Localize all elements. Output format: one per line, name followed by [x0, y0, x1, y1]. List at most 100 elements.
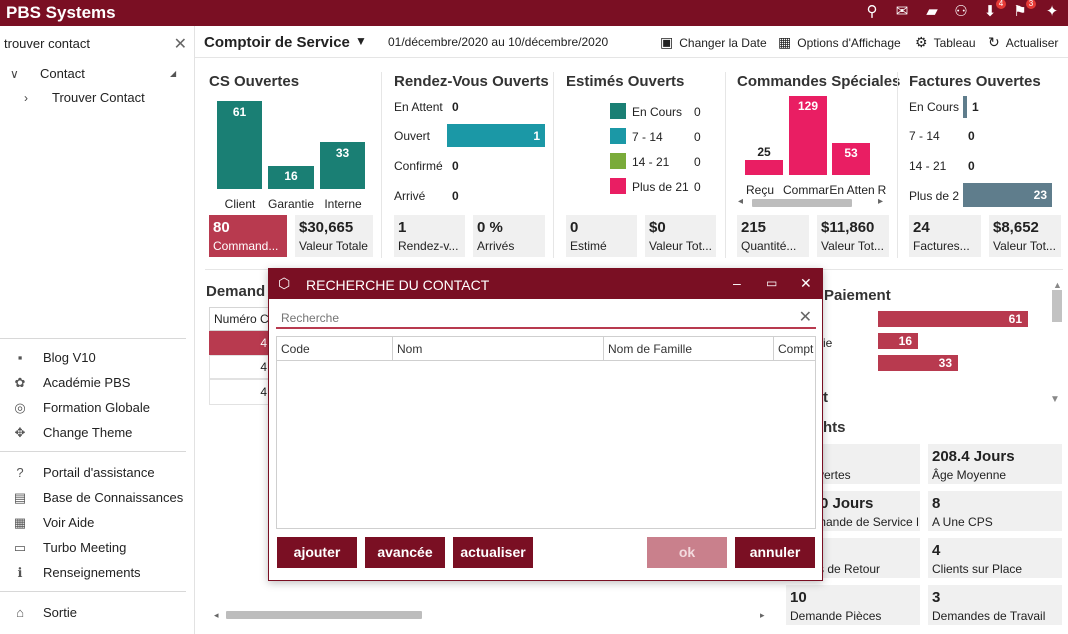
fact-bar-plus-de-21[interactable]: 23 [963, 183, 1052, 207]
stat-tile[interactable]: 4 Clients sur Place [928, 538, 1062, 578]
table-scrollbar[interactable] [226, 611, 422, 619]
tile-rendez-vous[interactable]: 1 Rendez-v... [394, 215, 465, 257]
refresh-button[interactable]: ↻ Actualiser [988, 34, 1058, 51]
menu-sortie[interactable]: ⌂ Sortie [0, 602, 195, 624]
scroll-left-arrow[interactable]: ◂ [738, 196, 744, 207]
page-scrollbar[interactable] [1052, 290, 1062, 322]
cube-icon: ⬡ [278, 275, 291, 291]
tree-item-trouver-contact[interactable]: › Trouver Contact [0, 87, 195, 109]
tree-item-contact[interactable]: ∨ Contact ◢ [0, 63, 195, 85]
exit-icon: ⌂ [16, 605, 24, 620]
inbox-icon[interactable]: ⬇ 4 [980, 0, 1006, 22]
paiement-bar[interactable]: 16 [878, 333, 918, 349]
tile-valeur-factures[interactable]: $8,652 Valeur Tot... [989, 215, 1061, 257]
contact-search-input[interactable] [281, 309, 781, 327]
tile-value: 208.4 Jours [932, 448, 1015, 465]
sidebar-search-input[interactable] [4, 32, 164, 54]
scroll-left-arrow[interactable]: ◂ [214, 610, 219, 620]
menu-academie-pbs[interactable]: ✿ Académie PBS [0, 372, 195, 394]
table-row[interactable]: 4 [209, 331, 269, 355]
clear-search-icon[interactable]: ✕ [798, 309, 812, 326]
tile-quantite[interactable]: 215 Quantité... [737, 215, 809, 257]
clear-search-icon[interactable]: ✕ [173, 36, 187, 53]
tile-valeur-totale[interactable]: $30,665 Valeur Totale [295, 215, 373, 257]
menu-base-connaissances[interactable]: ▤ Base de Connaissances [0, 487, 195, 509]
tile-valeur-speciales[interactable]: $11,860 Valeur Tot... [817, 215, 889, 257]
display-options-button[interactable]: ▦ Options d'Affichage [778, 34, 901, 51]
add-button[interactable]: ajouter [277, 537, 357, 568]
page-title[interactable]: Comptoir de Service [204, 34, 350, 51]
change-date-button[interactable]: ▣ Changer la Date [660, 34, 767, 51]
maximize-icon[interactable]: ▭ [766, 276, 778, 290]
menu-renseignements[interactable]: ℹ Renseignements [0, 562, 195, 584]
search-icon[interactable]: ⚲ [866, 3, 878, 20]
caret-down-icon[interactable]: ▼ [355, 34, 367, 48]
change-date-label: Changer la Date [679, 36, 767, 50]
tile-value: $8,652 [993, 219, 1039, 236]
tile-factures[interactable]: 24 Factures... [909, 215, 981, 257]
factures-title[interactable]: Factures Ouvertes [909, 73, 1041, 90]
table-row[interactable]: 4 [209, 379, 269, 405]
stat-tile[interactable]: 208.4 Jours Âge Moyenne [928, 444, 1062, 484]
rdv-title[interactable]: Rendez-Vous Ouverts [394, 73, 549, 90]
scroll-right-arrow[interactable]: ▸ [760, 610, 765, 620]
dashboard-button[interactable]: ⚙ Tableau [915, 34, 976, 51]
spec-bar-commande[interactable]: 129 [789, 96, 827, 175]
numero-header[interactable]: Numéro C [209, 307, 269, 331]
tile-label: A Une CPS [932, 515, 993, 529]
cancel-button[interactable]: annuler [735, 537, 815, 568]
fact-bar-en-cours[interactable] [963, 96, 967, 118]
flag-icon[interactable]: ⚑ 3 [1010, 0, 1036, 22]
tile-valeur-estime[interactable]: $0 Valeur Tot... [645, 215, 716, 257]
display-options-label: Options d'Affichage [797, 36, 901, 50]
tile-estime[interactable]: 0 Estimé [566, 215, 637, 257]
refresh-button[interactable]: actualiser [453, 537, 533, 568]
menu-blog-v10[interactable]: ▪ Blog V10 [0, 347, 195, 369]
menu-voir-aide[interactable]: ▦ Voir Aide [0, 512, 195, 534]
cs-bar-interne[interactable]: 33 [320, 142, 365, 189]
scroll-up-arrow[interactable]: ▲ [1053, 280, 1062, 290]
menu-formation-globale[interactable]: ◎ Formation Globale [0, 397, 195, 419]
cs-bar-garantie[interactable]: 16 [268, 166, 314, 189]
menu-turbo-meeting[interactable]: ▭ Turbo Meeting [0, 537, 195, 559]
app-title: PBS Systems [6, 3, 116, 22]
demandes-title[interactable]: Demand [206, 283, 266, 300]
tile-arrives[interactable]: 0 % Arrivés [473, 215, 545, 257]
column-header-compte[interactable]: Compt [778, 342, 814, 356]
cs-bar-client[interactable]: 61 [217, 101, 262, 189]
users-icon[interactable]: ⚇ [954, 3, 968, 20]
chat-icon[interactable]: ▰ [926, 3, 938, 20]
legend-value: 0 [694, 180, 701, 194]
mail-icon[interactable]: ✉ [895, 3, 909, 20]
rdv-bar-ouvert[interactable]: 1 [447, 124, 545, 147]
paiement-bar[interactable]: 61 [878, 311, 1028, 327]
stat-tile[interactable]: 3 Demandes de Travail [928, 585, 1062, 625]
speciales-title[interactable]: Commandes Spéciales [737, 73, 901, 90]
column-header-code[interactable]: Code [277, 337, 393, 361]
paiement-bar[interactable]: 33 [878, 355, 958, 371]
stat-tile[interactable]: 10 Demande Pièces [786, 585, 920, 625]
section-heading[interactable]: hts [823, 419, 846, 436]
stat-tile[interactable]: 8 A Une CPS [928, 491, 1062, 531]
menu-change-theme[interactable]: ✥ Change Theme [0, 422, 195, 444]
close-icon[interactable]: ✕ [800, 275, 812, 291]
paiement-title[interactable]: Paiement [824, 287, 891, 304]
chevron-down-icon[interactable]: ▼ [1050, 394, 1060, 405]
column-header-nom[interactable]: Nom [393, 337, 604, 361]
menu-portail-assistance[interactable]: ? Portail d'assistance [0, 462, 195, 484]
advanced-button[interactable]: avancée [365, 537, 445, 568]
pin-icon[interactable]: ✦ [1045, 3, 1059, 20]
minimize-icon[interactable]: – [733, 275, 741, 291]
cs-ouvertes-title[interactable]: CS Ouvertes [209, 73, 300, 90]
column-header-nom-famille[interactable]: Nom de Famille [604, 337, 774, 361]
spec-bar-en-attente[interactable]: 53 [832, 143, 870, 175]
ok-button[interactable]: ok [647, 537, 727, 568]
section-heading[interactable]: t [823, 389, 828, 406]
chart-scrollbar[interactable] [752, 199, 852, 207]
bar-value: 23 [1033, 188, 1047, 202]
scroll-right-arrow[interactable]: ▸ [878, 196, 884, 207]
estimes-title[interactable]: Estimés Ouverts [566, 73, 685, 90]
tile-commandes[interactable]: 80 Command... [209, 215, 287, 257]
spec-bar-recu[interactable]: 25 [745, 145, 783, 175]
table-row[interactable]: 4 [209, 355, 269, 379]
